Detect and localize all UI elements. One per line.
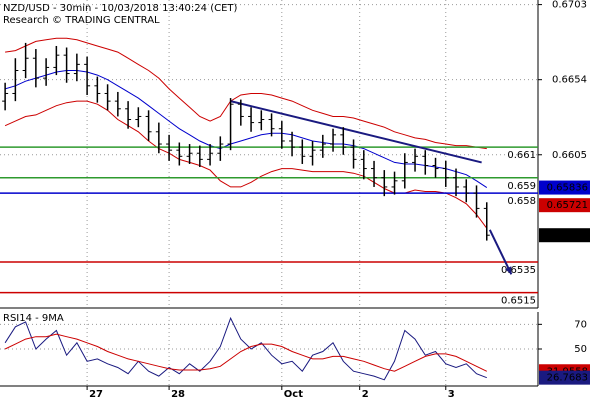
y-tick-label: 70: [574, 319, 587, 330]
level-label: 0.659: [507, 181, 536, 192]
arrow: [488, 229, 513, 275]
level-label: 0.6535: [501, 265, 536, 276]
y-tick-label: 0.6605: [552, 150, 587, 161]
price-tag: 0.65836: [547, 183, 588, 194]
level-label: 0.661: [507, 150, 536, 161]
chart-title: NZD/USD - 30min - 10/03/2018 13:40:24 (C…: [3, 3, 237, 14]
price-tag-box: [539, 180, 590, 195]
price-tag: 0.65721: [547, 200, 588, 211]
chart-subtitle: Research © TRADING CENTRAL: [3, 15, 160, 26]
x-tick-label: 27: [89, 389, 103, 400]
arrow-head: [505, 266, 512, 275]
y-tick-label: 50: [574, 344, 587, 355]
rsi-line: [4, 316, 487, 381]
indicator-line: [4, 70, 488, 189]
indicator-line: [5, 37, 487, 150]
x-tick-label: Oct: [284, 389, 303, 400]
trendline: [230, 100, 482, 164]
rsi-line: [4, 333, 488, 372]
price-tag-box: [539, 228, 590, 243]
price-tag-box: [539, 198, 590, 213]
price-tag: 0.65525: [547, 230, 588, 241]
level-label: 0.6515: [501, 296, 536, 307]
y-tick-label: 0.6703: [552, 0, 587, 11]
panel-title: RSI14 - 9MA: [3, 313, 64, 324]
price-tag: 26.7683: [547, 373, 588, 384]
price-tag-box: [539, 370, 590, 385]
x-tick-label: 3: [448, 389, 455, 400]
x-tick-label: 28: [171, 389, 185, 400]
y-tick-label: 0.6654: [552, 75, 587, 86]
level-label: 0.658: [507, 196, 536, 207]
x-tick-label: 2: [362, 389, 369, 400]
